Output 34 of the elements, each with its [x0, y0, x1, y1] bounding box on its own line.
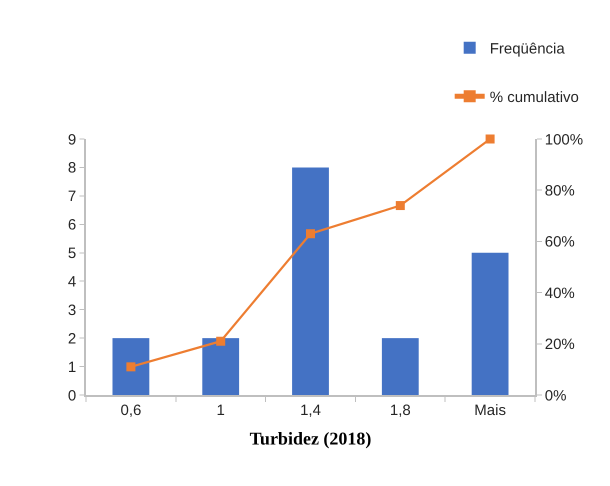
legend-label: Freqüência	[490, 40, 566, 58]
x-tick-label: 0,6	[120, 402, 142, 419]
y-tick-label: 8	[68, 160, 76, 177]
legend-label: % cumulativo	[490, 89, 579, 106]
y-tick-label: 5	[68, 245, 76, 262]
y-tick-label: 6	[68, 216, 76, 234]
y-tick-label: 4	[68, 273, 76, 290]
bar	[112, 338, 150, 395]
y2-tick-label: 40%	[544, 284, 575, 302]
x-tick-label: Mais	[474, 402, 506, 419]
y2-tick-label: 80%	[544, 182, 575, 200]
point	[396, 201, 405, 210]
bar	[292, 167, 329, 395]
x-tick-label: 1,4	[300, 402, 321, 419]
y-tick-label: 3	[68, 302, 76, 319]
y-tick-label: 2	[68, 330, 76, 348]
y-tick-label: 9	[68, 131, 76, 148]
y-tick-label: 0	[68, 387, 76, 404]
y-tick-label: 1	[68, 358, 76, 376]
x-axis-title: Turbidez (2018)	[250, 428, 372, 448]
point	[306, 229, 315, 238]
x-tick-label: 1,8	[390, 402, 411, 419]
y2-tick-label: 0%	[544, 387, 566, 404]
bar	[202, 338, 240, 395]
x-tick-label: 1	[216, 402, 225, 419]
y2-tick-label: 100%	[544, 131, 584, 148]
y2-tick-label: 60%	[544, 234, 575, 251]
point	[216, 336, 226, 346]
y2-tick-label: 20%	[544, 336, 575, 354]
bar	[382, 338, 419, 395]
point	[126, 362, 136, 372]
bar	[472, 252, 509, 395]
y-tick-label: 7	[68, 188, 76, 206]
point	[486, 134, 495, 144]
